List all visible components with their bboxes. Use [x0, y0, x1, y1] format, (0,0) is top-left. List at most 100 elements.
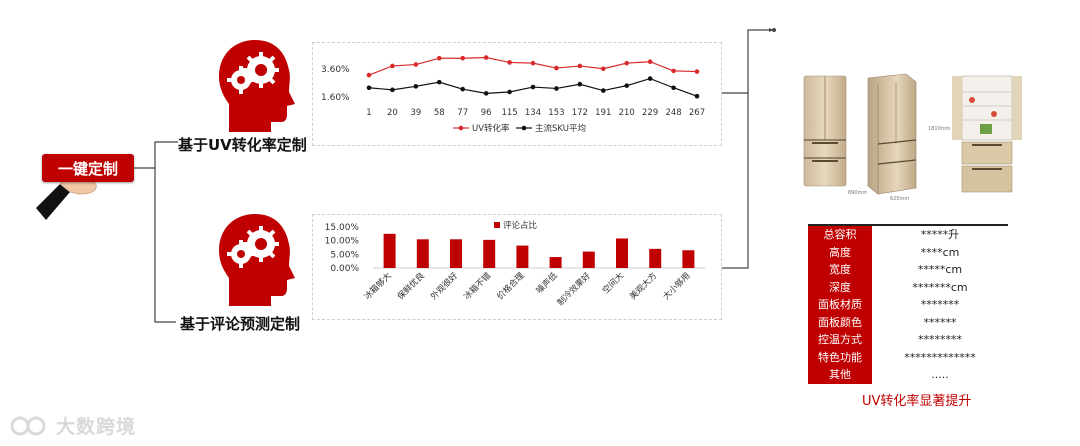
x-tick-label: 外观很好 [428, 270, 460, 302]
y-tick-label: 10.00% [325, 237, 360, 247]
spec-row: 其他..... [808, 366, 1008, 384]
data-point [507, 60, 512, 65]
x-tick-label: 空间大 [600, 270, 626, 296]
x-tick-label: 噪声低 [534, 270, 560, 296]
x-tick-label: 77 [457, 108, 468, 118]
x-tick-label: 191 [595, 108, 611, 118]
y-tick-label: 5.00% [330, 250, 359, 260]
branch-label-review: 基于评论预测定制 [180, 315, 301, 333]
data-point [483, 91, 489, 96]
data-point [694, 93, 700, 99]
bar [516, 245, 529, 268]
spec-row: 特色功能 ************* [808, 348, 1008, 366]
data-point [624, 83, 630, 88]
x-tick-label: 248 [665, 108, 681, 118]
data-point [483, 55, 489, 60]
spec-value: ******* [920, 298, 960, 311]
data-point [436, 55, 442, 61]
bar [383, 233, 396, 268]
bar [649, 248, 662, 268]
data-point [390, 87, 395, 93]
legend-label: 评论占比 [503, 220, 537, 231]
series-line [368, 56, 698, 76]
dimension-label: 690mm [848, 190, 868, 196]
x-tick-label: 保鲜优良 [395, 270, 427, 302]
data-point [507, 89, 512, 95]
spec-row: 高度 ****cm [808, 243, 1008, 261]
spec-caption: UV转化率显著提升 [862, 394, 972, 409]
y-tick-label: 3.60% [321, 65, 350, 75]
y-tick-label: 0.00% [330, 264, 359, 274]
spec-key: 总容积 [808, 226, 872, 244]
x-tick-label: 39 [410, 108, 421, 118]
spec-value: *******cm [912, 280, 968, 294]
x-tick-label: 172 [572, 108, 588, 118]
x-tick-label: 267 [689, 108, 705, 118]
spec-value: ****cm [920, 245, 960, 259]
review-bar-chart: 15.00% 10.00% 5.00% 0.00% 冰箱够大 保鲜优良 外观很好 冰箱不错 价格… [312, 214, 722, 320]
data-point [366, 72, 372, 78]
legend-swatch [494, 222, 500, 228]
data-point [413, 62, 419, 67]
y-tick-label: 15.00% [325, 223, 360, 233]
spec-value: ******** [918, 333, 962, 346]
spec-key: 面板材质 [808, 296, 872, 314]
brain-gears-icon [219, 214, 295, 306]
data-point [577, 63, 583, 69]
refrigerator-open-image [952, 75, 1022, 193]
x-tick-label: 制冷效果好 [555, 270, 593, 308]
x-tick-label: 冰箱不错 [461, 270, 493, 302]
spec-value: ************* [904, 350, 976, 364]
bar [450, 239, 462, 268]
dimension-label: 625mm [890, 196, 910, 202]
x-tick-label: 210 [619, 108, 635, 118]
data-point [647, 59, 653, 65]
x-tick-label: 58 [434, 108, 445, 118]
data-point [366, 85, 372, 91]
bar [682, 250, 695, 268]
x-tick-label: 大小够用 [661, 270, 693, 302]
legend-swatch [521, 125, 527, 131]
one-click-customize-button[interactable]: 一键定制 [42, 154, 134, 182]
dimension-label: 1810mm [928, 126, 951, 132]
spec-key: 控温方式 [808, 331, 872, 349]
data-point [624, 60, 630, 66]
x-tick-label: 价格合理 [495, 270, 527, 302]
data-point [460, 86, 466, 92]
spec-value: *****cm [917, 263, 963, 276]
watermark-text: 大数跨境 [56, 416, 137, 438]
x-tick-label: 1 [366, 108, 371, 118]
legend-swatch [458, 125, 464, 131]
data-point [413, 84, 419, 89]
spec-table: 总容积 *****升 高度 ****cm 宽度 *****cm 深度 *******cm 面板材… [808, 224, 1008, 384]
data-point [554, 65, 559, 71]
data-point [647, 76, 653, 81]
x-tick-label: 229 [642, 108, 658, 118]
spec-key: 其他 [808, 366, 872, 384]
spec-value: ****** [923, 315, 957, 329]
data-point [671, 85, 676, 91]
y-tick-label: 1.60% [321, 93, 350, 103]
spec-row: 总容积 *****升 [808, 226, 1008, 244]
data-point [390, 63, 395, 69]
data-point [694, 69, 700, 74]
watermark-logo-icon [10, 416, 46, 435]
data-point [460, 55, 466, 61]
bar [616, 238, 628, 268]
spec-value: ..... [931, 368, 949, 381]
x-tick-label: 115 [501, 108, 517, 118]
spec-row: 面板材质 ******* [808, 296, 1008, 314]
legend-label: UV转化率 [472, 123, 510, 134]
bar [582, 251, 595, 268]
data-point [436, 79, 442, 85]
x-tick-label: 冰箱够大 [362, 270, 394, 302]
watermark: 大数跨境 [10, 412, 136, 439]
spec-key: 深度 [808, 278, 872, 296]
refrigerator-angle-image [867, 73, 917, 195]
spec-key: 高度 [808, 243, 872, 261]
x-tick-label: 20 [387, 108, 398, 118]
data-point [530, 60, 536, 66]
branch-label-uv: 基于UV转化率定制 [178, 136, 307, 154]
data-point [671, 68, 676, 74]
